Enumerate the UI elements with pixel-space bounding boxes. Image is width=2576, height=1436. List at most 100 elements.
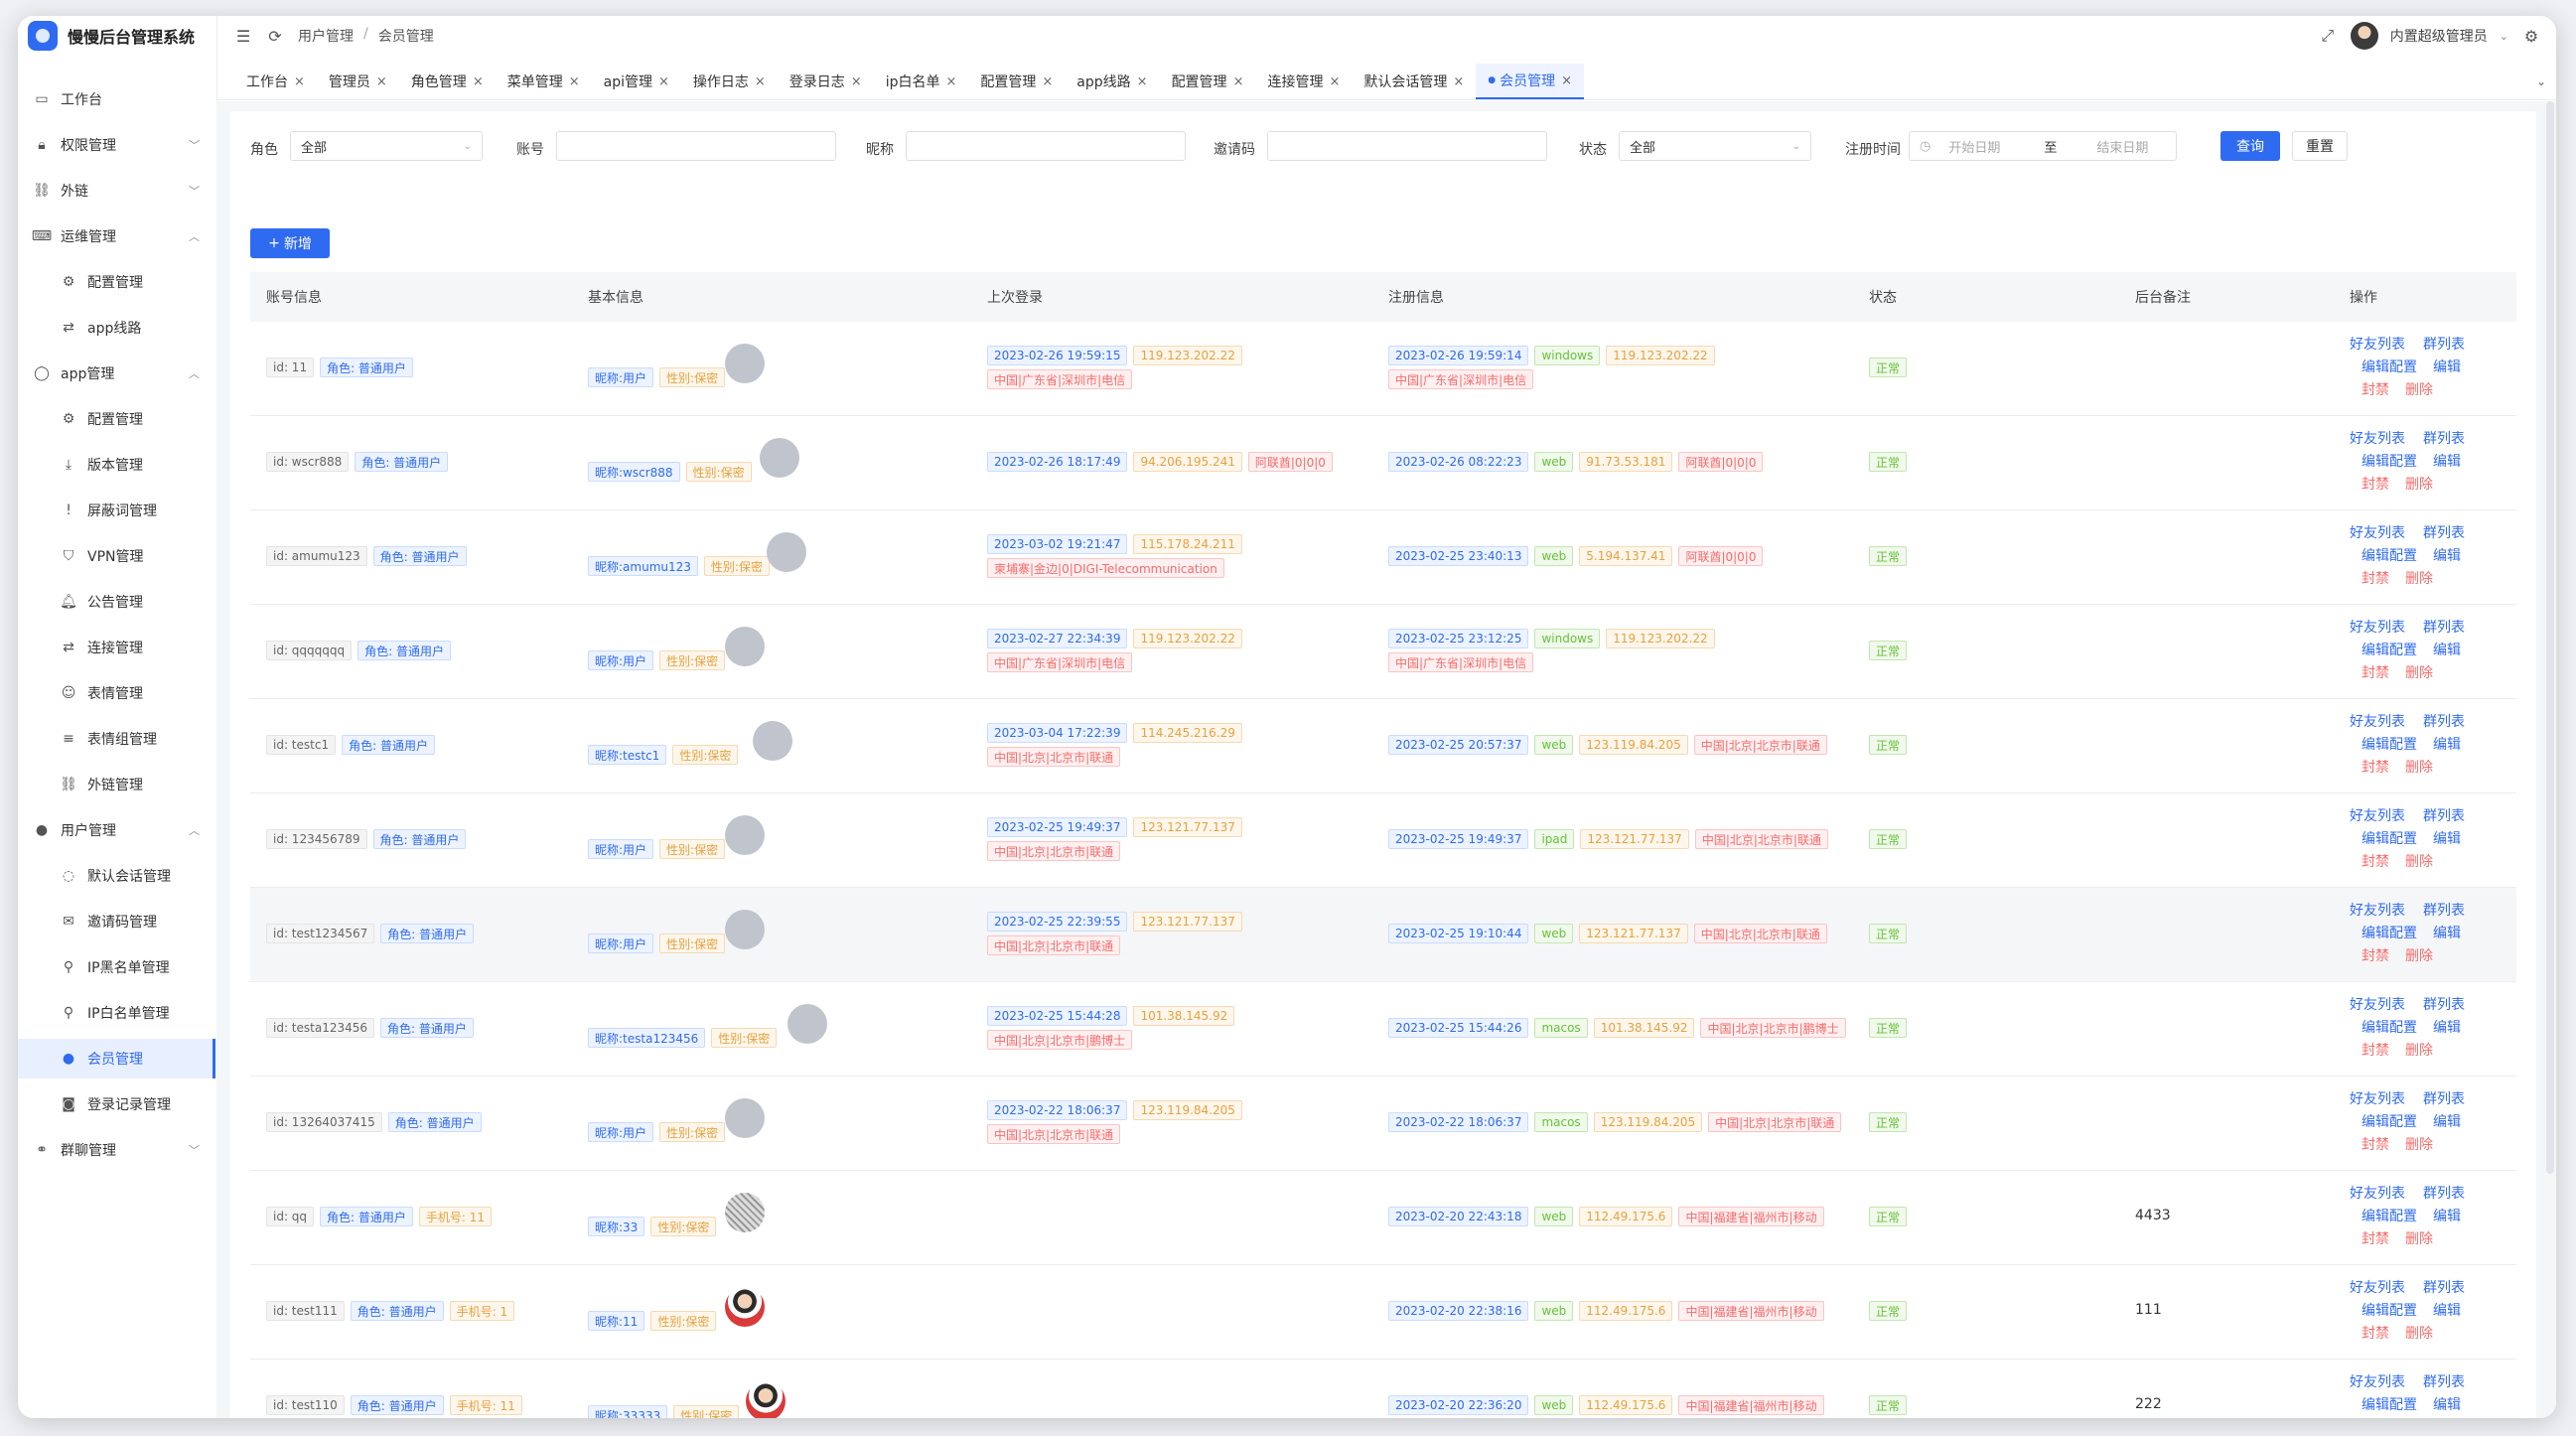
role-select[interactable]: 全部 ⌄ (290, 131, 483, 161)
groups-list-link[interactable]: 群列表 (2423, 525, 2465, 541)
friends-list-link[interactable]: 好友列表 (2350, 1374, 2405, 1390)
close-icon[interactable]: × (1561, 72, 1573, 88)
delete-link[interactable]: 删除 (2405, 477, 2433, 493)
groups-list-link[interactable]: 群列表 (2423, 714, 2465, 730)
edit-link[interactable]: 编辑 (2433, 1209, 2461, 1224)
delete-link[interactable]: 删除 (2405, 760, 2433, 776)
table-row[interactable]: id: test110 角色: 普通用户 手机号: 11 昵称:33333 性别:保密 2… (250, 1360, 2516, 1418)
delete-link[interactable]: 删除 (2405, 854, 2433, 870)
ban-link[interactable]: 封禁 (2361, 854, 2389, 870)
tab[interactable]: 操作日志 × (681, 64, 778, 99)
friends-list-link[interactable]: 好友列表 (2350, 997, 2405, 1013)
chevron-down-icon[interactable]: ﹀ (189, 139, 200, 152)
friends-list-link[interactable]: 好友列表 (2350, 620, 2405, 636)
edit-config-link[interactable]: 编辑配置 (2361, 831, 2417, 847)
edit-config-link[interactable]: 编辑配置 (2361, 926, 2417, 941)
chevron-up-icon[interactable]: ︿ (189, 230, 200, 243)
edit-link[interactable]: 编辑 (2433, 737, 2461, 753)
scrollbar[interactable] (2546, 101, 2554, 1174)
tab[interactable]: 配置管理 × (1160, 64, 1256, 99)
groups-list-link[interactable]: 群列表 (2423, 903, 2465, 919)
sidebar-item[interactable]: ⇄ 连接管理 (18, 628, 215, 667)
delete-link[interactable]: 删除 (2405, 1231, 2433, 1247)
groups-list-link[interactable]: 群列表 (2423, 337, 2465, 353)
sidebar-item[interactable]: ✉ 邀请码管理 (18, 902, 215, 941)
close-icon[interactable]: × (1329, 73, 1341, 89)
groups-list-link[interactable]: 群列表 (2423, 620, 2465, 636)
tab[interactable]: 工作台 × (234, 64, 317, 99)
table-row[interactable]: id: qqqqqqq 角色: 普通用户 昵称:用户 性别:保密 2023-02-27 … (250, 605, 2516, 699)
sidebar-item[interactable]: ⚙ 配置管理 (18, 262, 215, 302)
edit-config-link[interactable]: 编辑配置 (2361, 1114, 2417, 1130)
tab[interactable]: app线路 × (1065, 64, 1159, 99)
refresh-icon[interactable]: ⟳ (268, 26, 282, 46)
sidebar-item[interactable]: ◌ 默认会话管理 (18, 856, 215, 896)
friends-list-link[interactable]: 好友列表 (2350, 337, 2405, 353)
delete-link[interactable]: 删除 (2405, 382, 2433, 398)
close-icon[interactable]: × (294, 73, 305, 89)
invite-code-input[interactable] (1267, 131, 1547, 161)
edit-link[interactable]: 编辑 (2433, 1303, 2461, 1319)
tab[interactable]: api管理 × (592, 64, 681, 99)
delete-link[interactable]: 删除 (2405, 665, 2433, 681)
edit-link[interactable]: 编辑 (2433, 454, 2461, 470)
tab[interactable]: 菜单管理 × (496, 64, 592, 99)
sidebar-item[interactable]: ⛓ 外链 ﹀ (18, 171, 215, 211)
edit-link[interactable]: 编辑 (2433, 548, 2461, 564)
status-select[interactable]: 全部 ⌄ (1619, 131, 1811, 161)
friends-list-link[interactable]: 好友列表 (2350, 1186, 2405, 1202)
edit-config-link[interactable]: 编辑配置 (2361, 454, 2417, 470)
groups-list-link[interactable]: 群列表 (2423, 431, 2465, 447)
close-icon[interactable]: × (945, 73, 957, 89)
table-row[interactable]: id: 11 角色: 普通用户 昵称:用户 性别:保密 2023-02-26 19:59… (250, 322, 2516, 416)
tab[interactable]: ● 会员管理 × (1476, 64, 1585, 99)
edit-config-link[interactable]: 编辑配置 (2361, 737, 2417, 753)
sidebar-item[interactable]: ● 用户管理 ︿ (18, 810, 215, 850)
sidebar-item[interactable]: ⛉ VPN管理 (18, 536, 215, 576)
friends-list-link[interactable]: 好友列表 (2350, 1091, 2405, 1107)
tab[interactable]: 连接管理 × (1255, 64, 1352, 99)
chevron-up-icon[interactable]: ︿ (189, 824, 200, 837)
table-row[interactable]: id: qq 角色: 普通用户 手机号: 11 昵称:33 性别:保密 2023-02-2… (250, 1171, 2516, 1265)
friends-list-link[interactable]: 好友列表 (2350, 525, 2405, 541)
sidebar-item[interactable]: ☺ 表情管理 (18, 673, 215, 713)
sidebar-item[interactable]: 🔔︎ 公告管理 (18, 582, 215, 622)
sidebar-item[interactable]: ⇄ app线路 (18, 308, 215, 348)
chevron-down-icon[interactable]: ⌄ (2499, 29, 2508, 43)
friends-list-link[interactable]: 好友列表 (2350, 1280, 2405, 1296)
gear-icon[interactable]: ⚙ (2523, 26, 2539, 46)
edit-link[interactable]: 编辑 (2433, 1397, 2461, 1413)
avatar[interactable] (2350, 22, 2378, 50)
delete-link[interactable]: 删除 (2405, 1137, 2433, 1153)
ban-link[interactable]: 封禁 (2361, 477, 2389, 493)
table-row[interactable]: id: test111 角色: 普通用户 手机号: 1 昵称:11 性别:保密 2023-… (250, 1265, 2516, 1360)
table-row[interactable]: id: wscr888 角色: 普通用户 昵称:wscr888 性别:保密 2023-0… (250, 416, 2516, 510)
edit-link[interactable]: 编辑 (2433, 926, 2461, 941)
ban-link[interactable]: 封禁 (2361, 665, 2389, 681)
sidebar-item[interactable]: ⤓ 版本管理 (18, 445, 215, 485)
account-input[interactable] (556, 131, 836, 161)
chevron-down-icon[interactable]: ﹀ (189, 185, 200, 198)
edit-link[interactable]: 编辑 (2433, 643, 2461, 658)
table-row[interactable]: id: 13264037415 角色: 普通用户 昵称:用户 性别:保密 2023-02… (250, 1077, 2516, 1171)
breadcrumb-item[interactable]: 用户管理 (298, 29, 354, 45)
search-button[interactable]: 查询 (2220, 131, 2280, 161)
sidebar-item[interactable]: ⚲ IP白名单管理 (18, 993, 215, 1033)
tab[interactable]: 角色管理 × (399, 64, 496, 99)
ban-link[interactable]: 封禁 (2361, 1137, 2389, 1153)
close-icon[interactable]: × (1453, 73, 1465, 89)
sidebar-item[interactable]: 🔒︎ 权限管理 ﹀ (18, 125, 215, 165)
tab[interactable]: 默认会话管理 × (1352, 64, 1476, 99)
reset-button[interactable]: 重置 (2292, 131, 2348, 161)
ban-link[interactable]: 封禁 (2361, 571, 2389, 587)
friends-list-link[interactable]: 好友列表 (2350, 808, 2405, 824)
groups-list-link[interactable]: 群列表 (2423, 997, 2465, 1013)
sidebar-item[interactable]: ▭ 工作台 (18, 79, 215, 119)
edit-link[interactable]: 编辑 (2433, 1020, 2461, 1036)
sidebar-item[interactable]: ! 屏蔽词管理 (18, 491, 215, 530)
sidebar-item[interactable]: ≡ 表情组管理 (18, 719, 215, 759)
close-icon[interactable]: × (1232, 73, 1244, 89)
close-icon[interactable]: × (472, 73, 484, 89)
menu-toggle-icon[interactable]: ☰ (235, 26, 251, 46)
chevron-up-icon[interactable]: ︿ (189, 367, 200, 380)
